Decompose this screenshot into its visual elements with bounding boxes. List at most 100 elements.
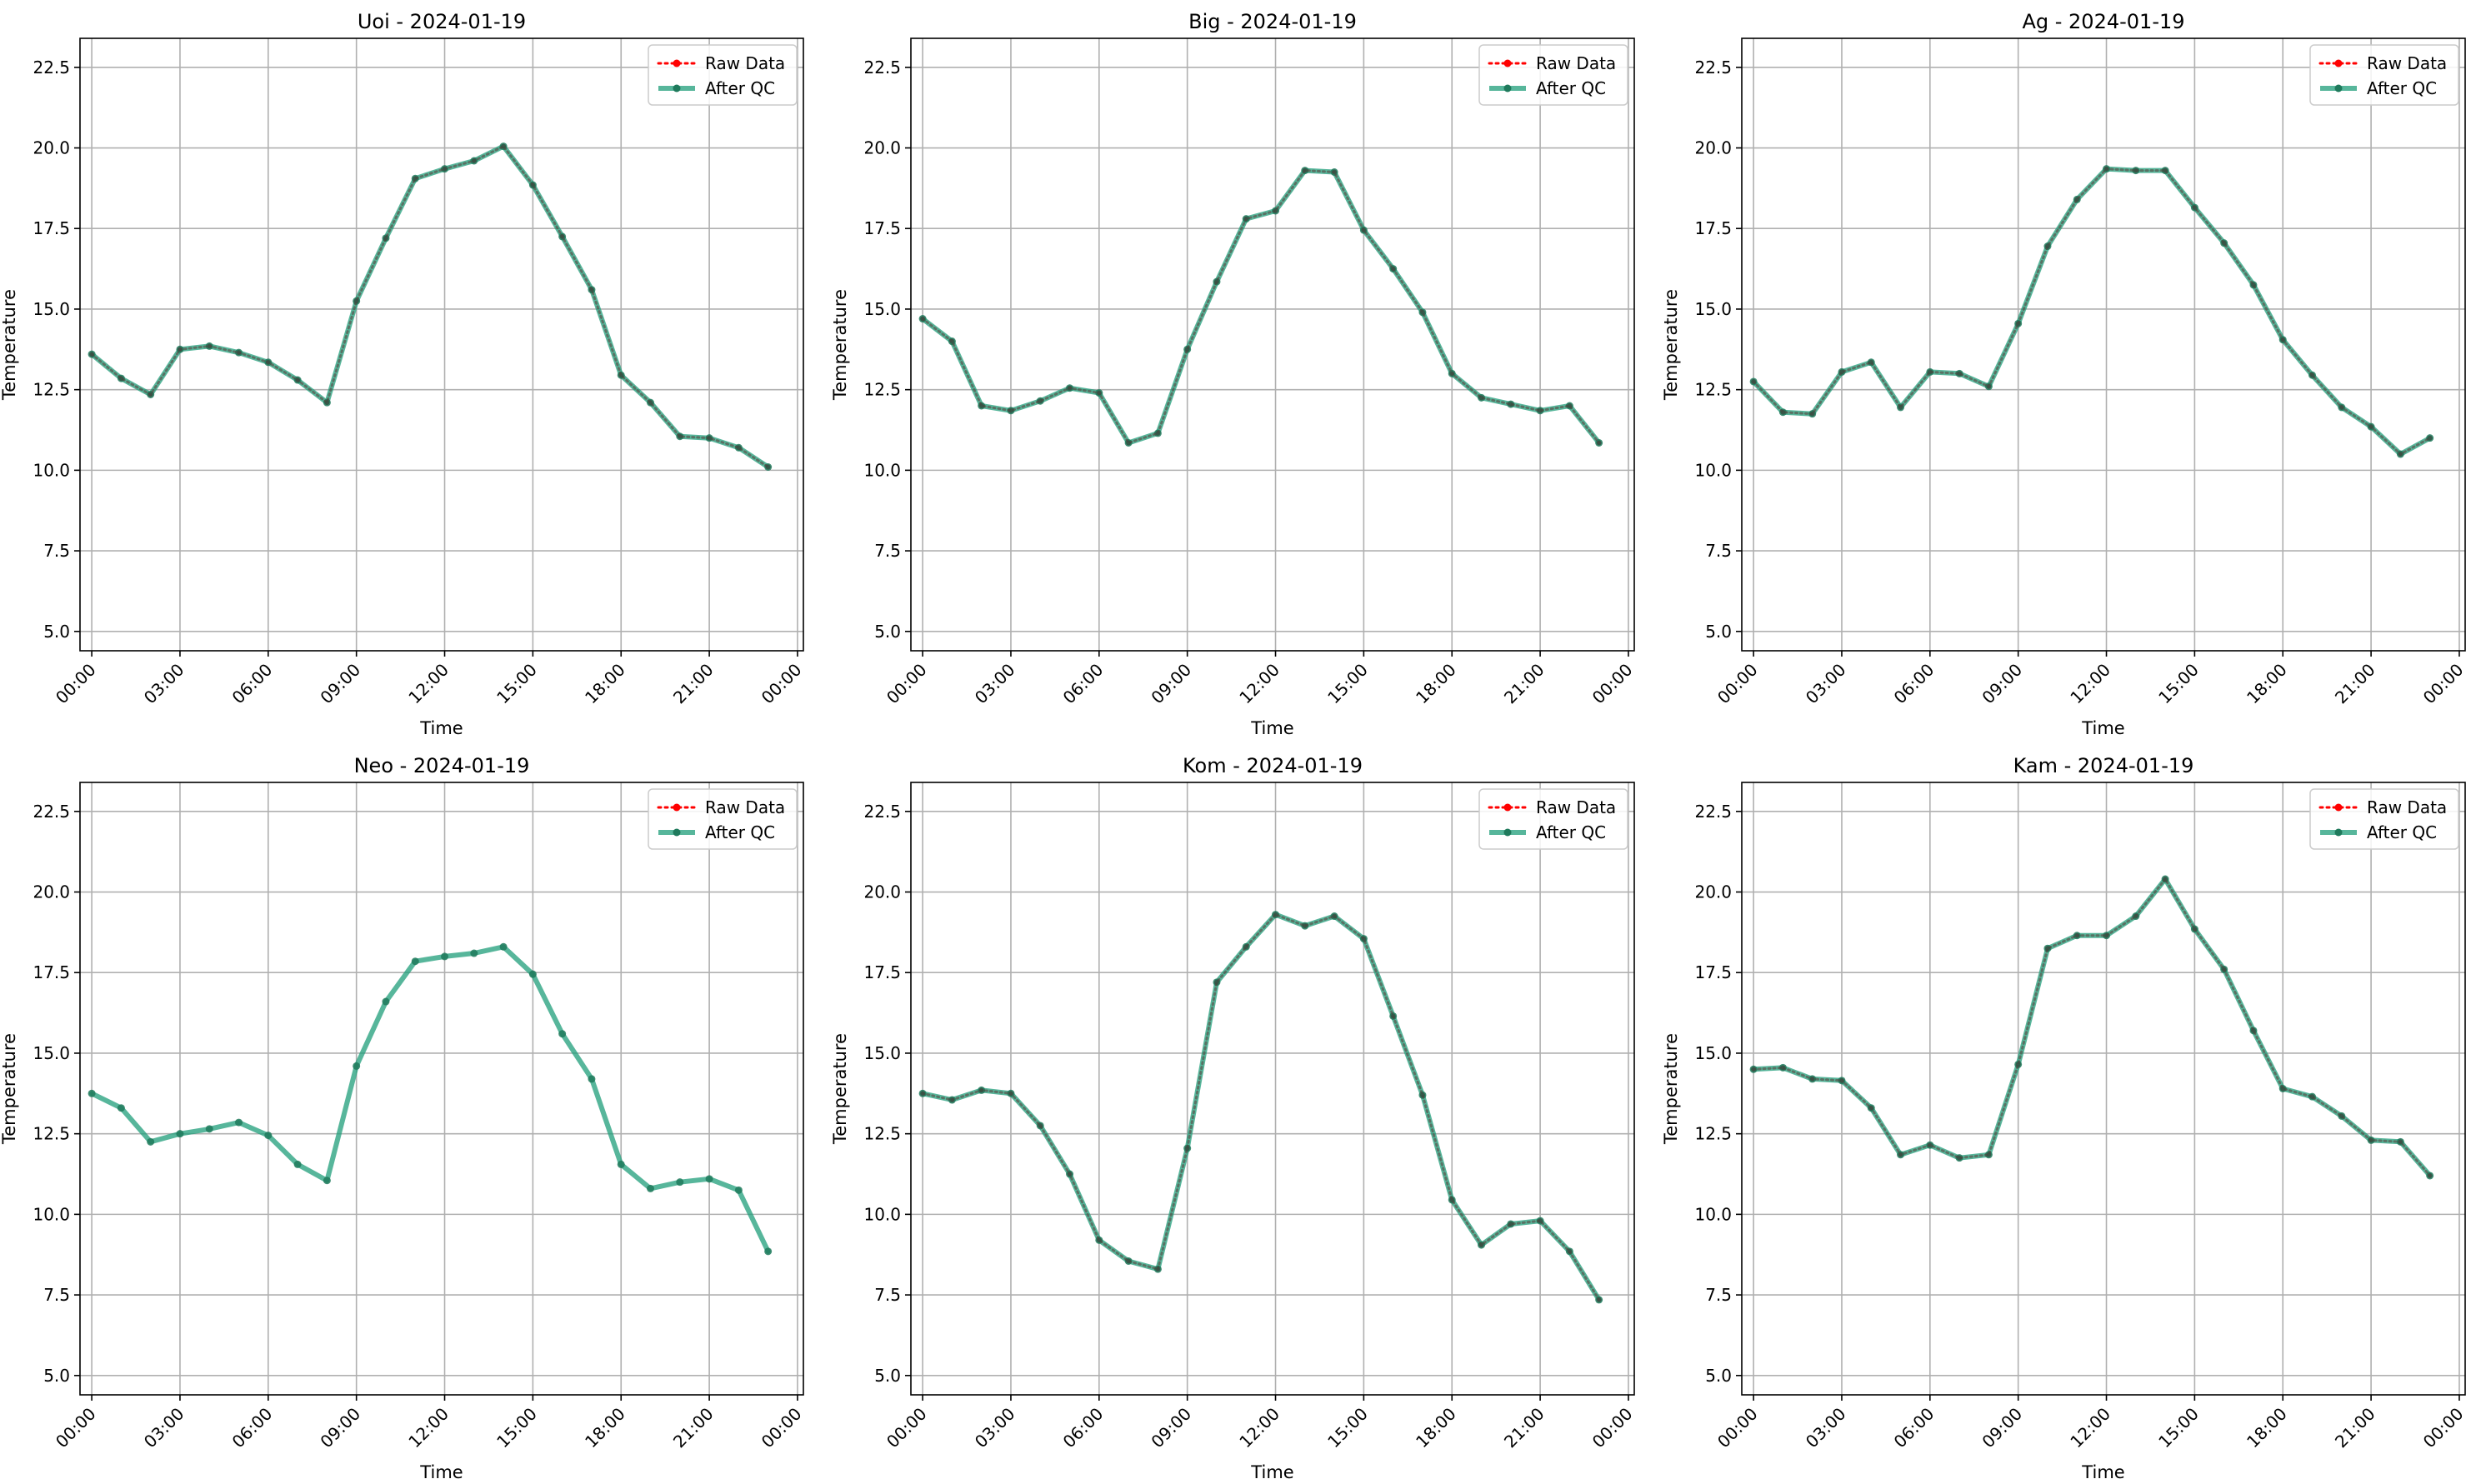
x-axis-label: Time [419,718,463,738]
raw-data-point [1868,1105,1874,1111]
after-qc-point [647,1184,655,1192]
x-tick-label: 00:00 [1713,660,1762,708]
legend-label: Raw Data [705,53,785,73]
raw-data-point [89,352,95,357]
raw-data-point [618,372,624,378]
chart-panel: 5.0 7.5 10.0 12.5 15.0 17.5 20.0 22.5 00:00 03:00… [830,10,1636,738]
series-line-raw-data [1752,167,2432,456]
raw-data-point [1986,1152,1992,1157]
x-axis-label: Time [419,1462,463,1482]
raw-data-point [1449,371,1455,377]
raw-data-point [2103,932,2109,938]
x-tick-label: 03:00 [140,1404,188,1452]
x-tick-label: 12:00 [404,1404,453,1452]
after-qc-point [264,1132,273,1140]
after-qc-point [764,1247,773,1256]
legend-label: After QC [705,822,775,842]
legend-label: Raw Data [1536,797,1616,817]
raw-data-point [148,392,153,397]
raw-data-point [920,316,926,322]
x-tick-label: 06:00 [1890,1404,1938,1452]
raw-data-point [2133,913,2138,919]
raw-data-point [978,1087,984,1093]
raw-data-point [1478,395,1484,401]
x-tick-label: 06:00 [228,1404,277,1452]
y-tick-label: 7.5 [1705,1285,1732,1305]
y-tick-label: 7.5 [43,1285,70,1305]
y-tick-label: 7.5 [1705,541,1732,561]
y-tick-label: 15.0 [1694,299,1732,319]
raw-data-point [1567,403,1573,408]
x-tick-label: 18:00 [2243,1404,2291,1452]
x-axis-label: Time [1250,718,1293,738]
y-tick-label: 15.0 [1694,1043,1732,1063]
raw-data-point [1361,227,1367,233]
chart-panel: 5.0 7.5 10.0 12.5 15.0 17.5 20.0 22.5 00:00 03:00… [1661,10,2467,738]
raw-data-point [2163,167,2168,173]
x-tick-label: 18:00 [2243,660,2291,708]
raw-data-point [1508,1221,1513,1227]
axes-frame [79,782,804,1396]
raw-data-point [1155,430,1161,436]
raw-data-point [2280,1086,2286,1092]
raw-data-point [2133,167,2138,173]
raw-data-point [1273,912,1278,917]
x-axis-label: Time [2081,1462,2124,1482]
after-qc-point [382,997,390,1006]
x-axis-label: Time [2081,718,2124,738]
legend-raw-marker [673,59,681,67]
x-tick-label: 06:00 [1059,1404,1108,1452]
after-qc-point [293,1160,302,1168]
x-tick-label: 00:00 [1588,1404,1637,1452]
raw-data-point [1302,167,1308,173]
x-tick-label: 21:00 [1500,1404,1548,1452]
x-tick-label: 12:00 [1235,660,1283,708]
x-tick-label: 06:00 [1059,660,1108,708]
y-tick-label: 17.5 [33,218,70,238]
y-axis-label: Temperature [830,289,850,401]
after-qc-point [88,1089,96,1097]
raw-data-point [1067,1172,1073,1177]
raw-data-point [1096,390,1102,396]
raw-data-point [1008,407,1013,413]
raw-data-point [2250,282,2256,287]
raw-data-point [1780,1065,1786,1071]
raw-data-point [1302,923,1308,929]
x-tick-label: 21:00 [2331,1404,2379,1452]
y-tick-label: 15.0 [863,299,901,319]
x-tick-label: 18:00 [581,660,629,708]
raw-data-point [588,287,594,292]
legend-raw-marker [673,803,681,812]
raw-data-point [1449,1197,1455,1202]
legend: Raw Data After QC [2309,788,2459,850]
raw-data-point [353,298,359,304]
x-tick-label: 12:00 [404,660,453,708]
raw-data-point [1478,1242,1484,1248]
legend-label: Raw Data [2367,53,2447,73]
legend-qc-marker [673,84,681,92]
after-qc-point [205,1125,213,1133]
raw-data-point [1038,1122,1043,1128]
raw-data-point [677,433,683,439]
y-tick-label: 15.0 [33,1043,70,1063]
raw-data-point [2074,197,2080,202]
x-tick-label: 00:00 [52,1404,100,1452]
y-tick-label: 10.0 [33,1204,70,1224]
raw-data-point [1898,404,1903,410]
after-qc-point [528,970,537,978]
raw-data-point [2398,452,2403,457]
raw-data-point [1567,1248,1573,1254]
after-qc-point [441,952,449,961]
x-tick-label: 06:00 [1890,660,1938,708]
legend-raw-marker [2334,803,2343,812]
x-tick-label: 03:00 [971,660,1019,708]
axes-frame [1741,37,2466,652]
raw-data-point [920,1091,926,1097]
raw-data-point [324,400,330,406]
chart-panel: 5.0 7.5 10.0 12.5 15.0 17.5 20.0 22.5 00:00 03:00… [1661,754,2467,1482]
legend-label: After QC [1536,822,1606,842]
chart-title: Big - 2024-01-19 [1188,10,1357,33]
after-qc-point [617,1160,625,1168]
chart-title: Uoi - 2024-01-19 [358,10,526,33]
